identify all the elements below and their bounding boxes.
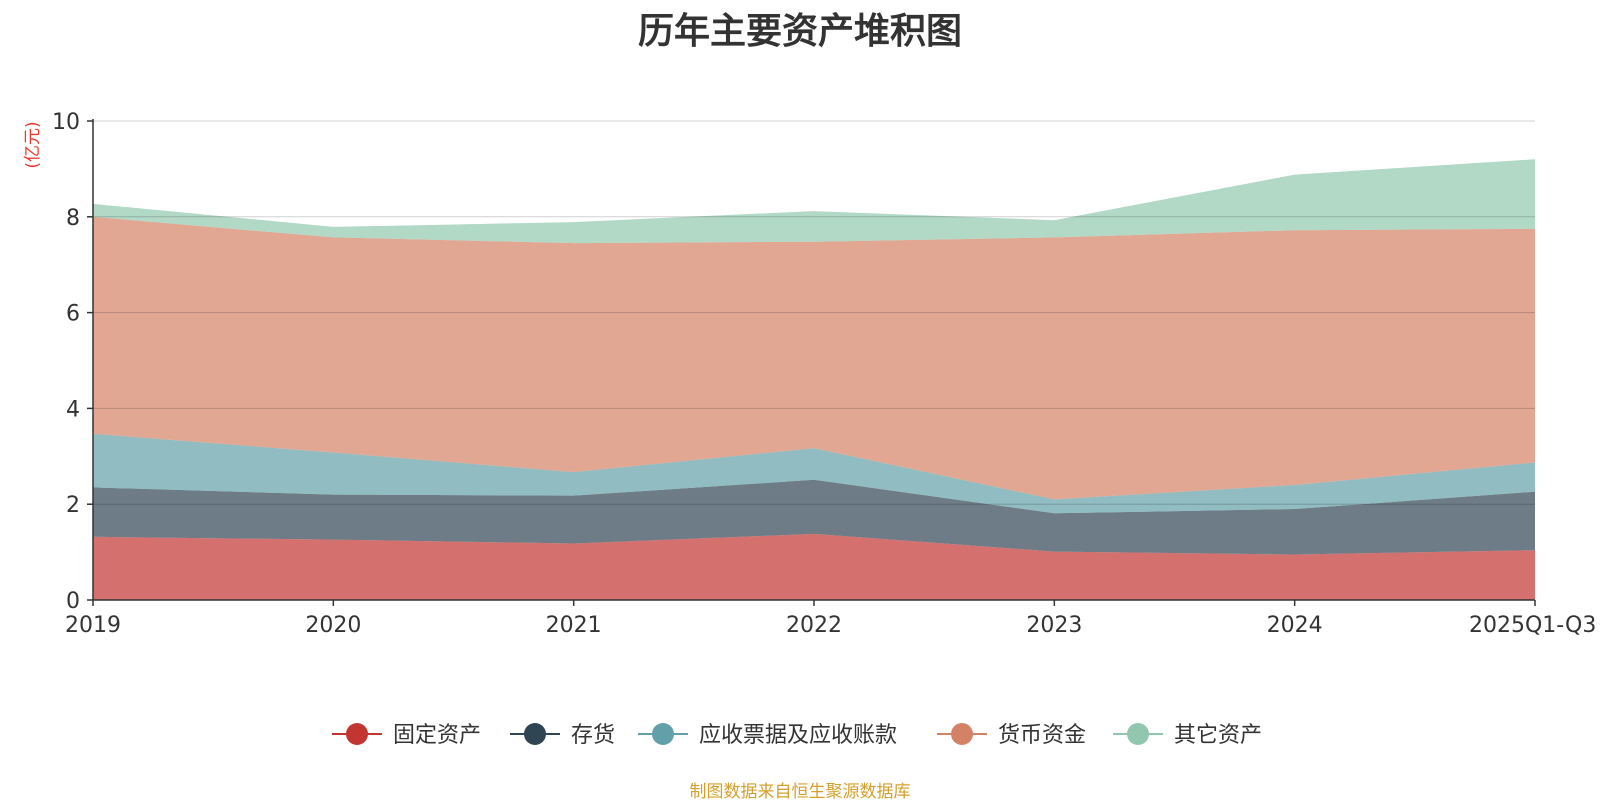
y-tick-label: 0 xyxy=(66,589,80,614)
axes: 0 2 4 6 8 10 2019 2020 2021 2022 2023 2024 2025Q1-Q3 xyxy=(52,110,1596,638)
area-series-4 xyxy=(93,216,1535,500)
x-tick-label: 2020 xyxy=(305,613,361,638)
legend-label: 固定资产 xyxy=(393,723,481,748)
legend: 固定资产 存货 应收票据及应收账款 货币资金 其它资产 xyxy=(332,723,1262,748)
y-tick-label: 8 xyxy=(66,206,80,231)
area-layer xyxy=(93,159,1535,600)
x-tick-label: 2022 xyxy=(786,613,842,638)
legend-label: 货币资金 xyxy=(998,723,1086,748)
y-tick-label: 10 xyxy=(52,110,80,135)
area-series-5 xyxy=(93,159,1535,244)
legend-marker xyxy=(346,723,368,745)
legend-marker xyxy=(524,723,546,745)
legend-marker xyxy=(951,723,973,745)
legend-label: 存货 xyxy=(571,723,615,748)
y-tick-label: 6 xyxy=(66,302,80,327)
y-tick-label: 2 xyxy=(66,493,80,518)
source-note: 制图数据来自恒生聚源数据库 xyxy=(689,782,911,802)
legend-item-1: 固定资产 xyxy=(332,723,481,748)
legend-item-3: 应收票据及应收账款 xyxy=(638,723,897,748)
x-tick-label: 2025Q1-Q3 xyxy=(1469,613,1596,638)
legend-marker xyxy=(1127,723,1149,745)
x-tick-label: 2023 xyxy=(1026,613,1082,638)
grid-lines xyxy=(93,120,1535,505)
x-tick-label: 2021 xyxy=(546,613,602,638)
area-series-2 xyxy=(93,479,1535,555)
x-tick-label: 2024 xyxy=(1267,613,1323,638)
area-series-3 xyxy=(93,433,1535,514)
legend-item-4: 货币资金 xyxy=(937,723,1086,748)
y-tick-label: 4 xyxy=(66,397,80,422)
legend-label: 应收票据及应收账款 xyxy=(699,723,897,748)
chart-title: 历年主要资产堆积图 xyxy=(637,11,962,52)
x-tick-label: 2019 xyxy=(65,613,121,638)
y-axis-label: (亿元) xyxy=(23,121,43,168)
legend-label: 其它资产 xyxy=(1174,723,1262,748)
legend-item-5: 其它资产 xyxy=(1113,723,1262,748)
legend-marker xyxy=(652,723,674,745)
area-series-1 xyxy=(93,533,1535,600)
legend-item-2: 存货 xyxy=(510,723,615,748)
